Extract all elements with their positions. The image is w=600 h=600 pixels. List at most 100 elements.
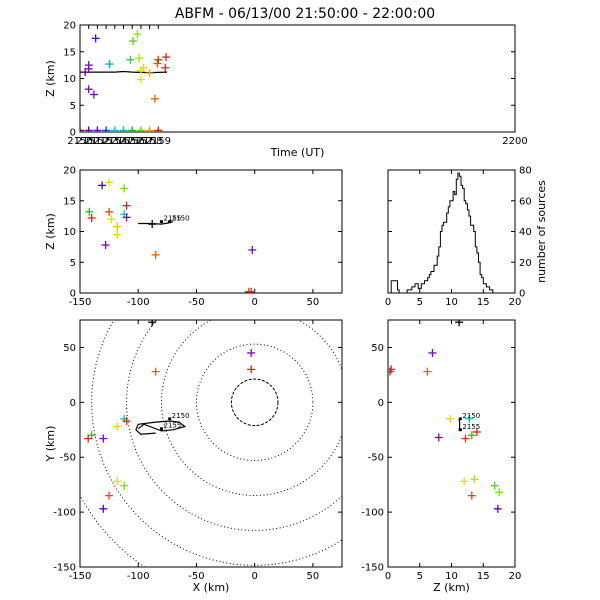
x_z-point	[105, 207, 114, 216]
x_z-time-label: 2155	[164, 215, 182, 223]
x_z-point	[98, 181, 107, 190]
x_y-label-dot	[159, 427, 164, 431]
z_y-point	[455, 320, 464, 327]
time_height-ytick-label: 10	[63, 74, 76, 85]
x_y-point	[99, 434, 108, 443]
time_height-xtick-label: 2157	[128, 136, 153, 147]
time_height-xtick-label: 2152	[85, 136, 110, 147]
z_y-point	[461, 434, 470, 443]
x_y-ytick-label: 50	[63, 343, 76, 354]
z_y-label-dot	[458, 417, 462, 421]
time_height-ytick-label: 20	[63, 21, 76, 32]
x_y-point	[247, 365, 256, 374]
z_y-time-label: 2155	[462, 423, 480, 431]
z_y-ytick-label: -50	[368, 453, 384, 464]
time_height-point	[102, 126, 111, 132]
z_y-point	[446, 414, 455, 423]
time_height-point	[81, 68, 90, 77]
x_z-ytick-label: 5	[70, 258, 76, 269]
x_y-xtick-label: -50	[188, 571, 204, 582]
x_z-frame	[79, 169, 343, 294]
x_z-point	[122, 201, 131, 210]
x_z-xtick-label: 0	[251, 297, 257, 308]
x_z-point	[101, 241, 110, 250]
z_y-ytick-label: -150	[361, 563, 384, 574]
z_y-time-label: 2150	[462, 412, 480, 420]
histogram-ytick-label: 60	[519, 196, 532, 207]
x_y-ytick-label: -50	[60, 453, 76, 464]
x_y-time-label: 2150	[172, 412, 190, 420]
x_y-ytick-label: -150	[53, 563, 76, 574]
z_y-point	[428, 348, 437, 357]
histogram-ylabel: number of sources	[535, 180, 548, 283]
x_y-plot-area: 2150 2155	[80, 320, 342, 567]
x_z-point	[87, 213, 96, 222]
time_height-point	[154, 55, 163, 64]
z_y-ytick-label: 50	[371, 343, 384, 354]
time_height-xtick-label: 2158	[137, 136, 162, 147]
time_height-xlabel: Time (UT)	[270, 146, 325, 159]
x_z-point	[248, 245, 257, 254]
time_height-point	[162, 53, 171, 62]
time_height-ylabel: Z (km)	[44, 60, 57, 97]
x_y-point	[122, 416, 131, 425]
x_y-ytick-label: 0	[70, 398, 76, 409]
x_y-xtick-label: 50	[307, 571, 320, 582]
x_y-point	[148, 320, 157, 327]
histogram-xtick-label: 20	[509, 297, 522, 308]
x_y-xtick-label: -100	[127, 571, 150, 582]
time_height-point	[105, 60, 114, 69]
z_y-xlabel: Z (km)	[433, 581, 470, 594]
x_z-point	[113, 222, 122, 231]
histogram-ytick-label: 20	[519, 258, 532, 269]
x_y-frame	[79, 319, 343, 568]
z_y-point	[460, 477, 469, 486]
time_height-xtick-label: 2153	[93, 136, 118, 147]
histogram-ytick-label: 0	[519, 289, 525, 300]
z_y-ytick-label: 0	[378, 398, 384, 409]
time_height-point	[84, 85, 93, 94]
time_height-point	[133, 30, 142, 39]
histogram-xtick-label: 15	[477, 297, 490, 308]
time_height-point	[145, 69, 154, 78]
z_y-point	[493, 504, 502, 513]
histogram-frame	[387, 169, 516, 294]
z_y-axes: 0 5 10 15 20 -150 -100 -50 0 50 Z (km) 2150 2155	[361, 319, 521, 594]
x_z-xtick-label: -50	[188, 297, 204, 308]
z_y-point	[490, 481, 499, 490]
x_y-range-ring	[80, 494, 146, 567]
time_height-point	[110, 126, 119, 132]
histogram-xtick-label: 10	[445, 297, 458, 308]
time_height-point	[135, 54, 144, 63]
time_height-track-line	[80, 70, 168, 74]
z_y-plot-area: 2150 2155	[388, 320, 504, 513]
z_y-point	[388, 367, 394, 376]
time_height-xtick-label: 2151	[76, 136, 101, 147]
x_z-point	[113, 230, 122, 239]
x_y-time-label: 2155	[164, 422, 182, 430]
x_z-point	[85, 207, 94, 216]
time_height-axes: 2150215121522153215421552156215721582159…	[44, 21, 528, 160]
time_height-xtick-label: 2155	[111, 136, 136, 147]
time_height-point	[145, 126, 154, 132]
x_y-xtick-label: -150	[69, 571, 92, 582]
x_z-point	[148, 220, 157, 229]
x_y-point	[105, 491, 114, 500]
histogram-xtick-label: 5	[417, 297, 423, 308]
x_z-point	[151, 250, 160, 259]
time_height-xtick-label: 2159	[146, 136, 171, 147]
z_y-point	[467, 491, 476, 500]
x_y-point	[151, 367, 160, 376]
x_y-range-ring	[126, 320, 342, 531]
z_y-xtick-label: 0	[385, 571, 391, 582]
time_height-point	[129, 37, 138, 46]
time_height-point	[150, 94, 159, 103]
time_height-point	[84, 126, 93, 132]
x_y-track-line	[135, 420, 187, 435]
histogram-steps	[390, 172, 495, 294]
z_y-point	[470, 475, 479, 484]
z_y-point	[495, 488, 504, 497]
x_y-range-ring	[161, 320, 342, 496]
